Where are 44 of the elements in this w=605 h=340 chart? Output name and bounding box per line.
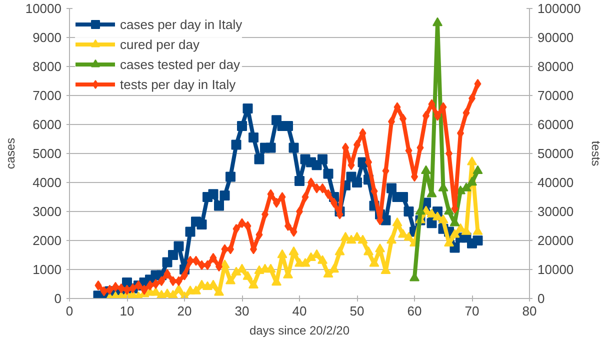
legend-label: cases tested per day (120, 56, 240, 72)
y-tick-label: 2000 (32, 233, 62, 248)
y-tick-label: 1000 (32, 262, 62, 277)
y-tick-label: 8000 (32, 59, 62, 74)
x-tick-label: 0 (66, 304, 74, 318)
x-tick-label: 70 (464, 304, 480, 318)
point (467, 176, 477, 186)
point (472, 165, 483, 174)
x-axis-title: days since 20/2/20 (249, 324, 350, 338)
y-tick-label: 10000 (25, 1, 62, 16)
x-tick-label: 20 (177, 304, 192, 318)
legend-label: tests per day in Italy (120, 76, 236, 92)
x-tick-label: 10 (120, 304, 134, 318)
point (432, 17, 442, 26)
y-tick-label: 5000 (32, 146, 62, 161)
y-tick-label: 7000 (32, 88, 62, 103)
y2-tick-label: 70000 (538, 88, 574, 103)
y-tick-label: 6000 (32, 117, 62, 132)
y-tick-label: 9000 (32, 30, 62, 45)
y2-tick-label: 10000 (538, 262, 574, 277)
y2-tick-label: 50000 (538, 146, 574, 161)
point (444, 206, 454, 215)
y-tick-label: 3000 (32, 204, 62, 219)
x-tick-label: 30 (234, 304, 250, 318)
point (461, 182, 472, 192)
y2-tick-label: 80000 (538, 59, 574, 74)
y-tick-label: 0 (54, 291, 62, 306)
x-tick-label: 50 (350, 304, 364, 318)
legend-label: cured per day (120, 36, 200, 52)
x-tick-label: 40 (292, 304, 307, 318)
y2-tick-label: 40000 (538, 175, 574, 190)
x-tick-label: 80 (522, 304, 537, 318)
y2-tick-label: 100000 (538, 1, 581, 16)
y2-axis-title: tests (588, 140, 603, 166)
y2-tick-label: 0 (538, 291, 545, 306)
legend-label: cases per day in Italy (120, 16, 242, 32)
y2-tick-label: 30000 (538, 204, 574, 219)
x-tick-label: 60 (407, 304, 422, 318)
y-axis-title: cases (3, 138, 18, 170)
y2-tick-label: 20000 (538, 233, 574, 248)
y2-tick-label: 60000 (538, 117, 574, 132)
y2-tick-label: 90000 (538, 30, 574, 45)
y-tick-label: 4000 (32, 175, 62, 190)
point (421, 165, 431, 174)
